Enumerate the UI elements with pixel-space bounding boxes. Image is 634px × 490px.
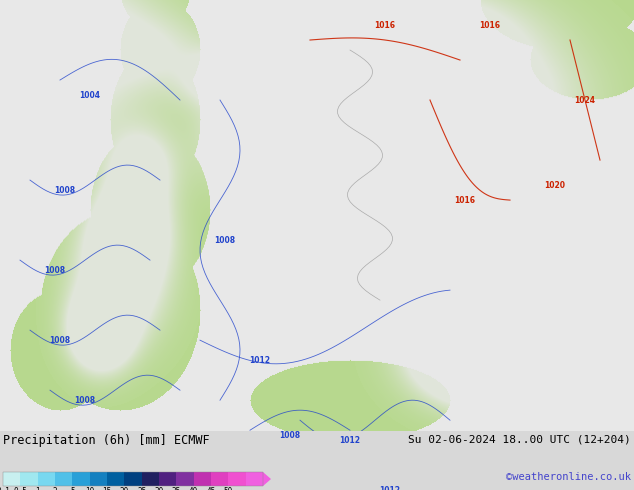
Text: 1012: 1012 (380, 486, 401, 490)
Bar (228, 472, 245, 486)
Text: 1016: 1016 (455, 196, 476, 205)
Polygon shape (263, 472, 271, 486)
Bar (37, 472, 55, 486)
Text: 35: 35 (172, 487, 181, 490)
Text: 1004: 1004 (79, 91, 101, 99)
Text: 25: 25 (137, 487, 146, 490)
Text: 1008: 1008 (44, 266, 65, 274)
Text: 1008: 1008 (49, 336, 70, 344)
Text: 15: 15 (102, 487, 112, 490)
Bar (245, 472, 263, 486)
Text: 30: 30 (154, 487, 164, 490)
Text: 20: 20 (120, 487, 129, 490)
Bar (159, 472, 176, 486)
Text: 40: 40 (189, 487, 198, 490)
Bar (193, 472, 211, 486)
Bar (3, 472, 20, 486)
Text: 1008: 1008 (280, 431, 301, 440)
Text: 1024: 1024 (574, 96, 595, 104)
Text: 0.1: 0.1 (0, 487, 10, 490)
Bar (176, 472, 193, 486)
Text: 1020: 1020 (545, 181, 566, 190)
Bar (89, 472, 107, 486)
Text: 1016: 1016 (479, 21, 500, 29)
Text: 1016: 1016 (375, 21, 396, 29)
Bar (72, 472, 89, 486)
Text: 45: 45 (207, 487, 216, 490)
Text: ©weatheronline.co.uk: ©weatheronline.co.uk (506, 472, 631, 482)
Text: 10: 10 (85, 487, 94, 490)
Bar (20, 472, 37, 486)
Text: 50: 50 (224, 487, 233, 490)
Text: 1008: 1008 (55, 186, 75, 195)
Text: 1012: 1012 (250, 356, 271, 365)
Bar (3, 472, 263, 486)
Text: 2: 2 (53, 487, 57, 490)
Bar (55, 472, 72, 486)
Text: Su 02-06-2024 18..00 UTC (12+204): Su 02-06-2024 18..00 UTC (12+204) (408, 434, 631, 444)
Bar (211, 472, 228, 486)
Text: 5: 5 (70, 487, 75, 490)
Bar (124, 472, 141, 486)
Text: 1008: 1008 (74, 396, 96, 405)
Bar (107, 472, 124, 486)
Text: 0.5: 0.5 (13, 487, 27, 490)
Text: Precipitation (6h) [mm] ECMWF: Precipitation (6h) [mm] ECMWF (3, 434, 210, 447)
Text: 1012: 1012 (339, 436, 361, 445)
Text: 1008: 1008 (214, 236, 236, 245)
Text: 1: 1 (36, 487, 40, 490)
Bar (141, 472, 159, 486)
